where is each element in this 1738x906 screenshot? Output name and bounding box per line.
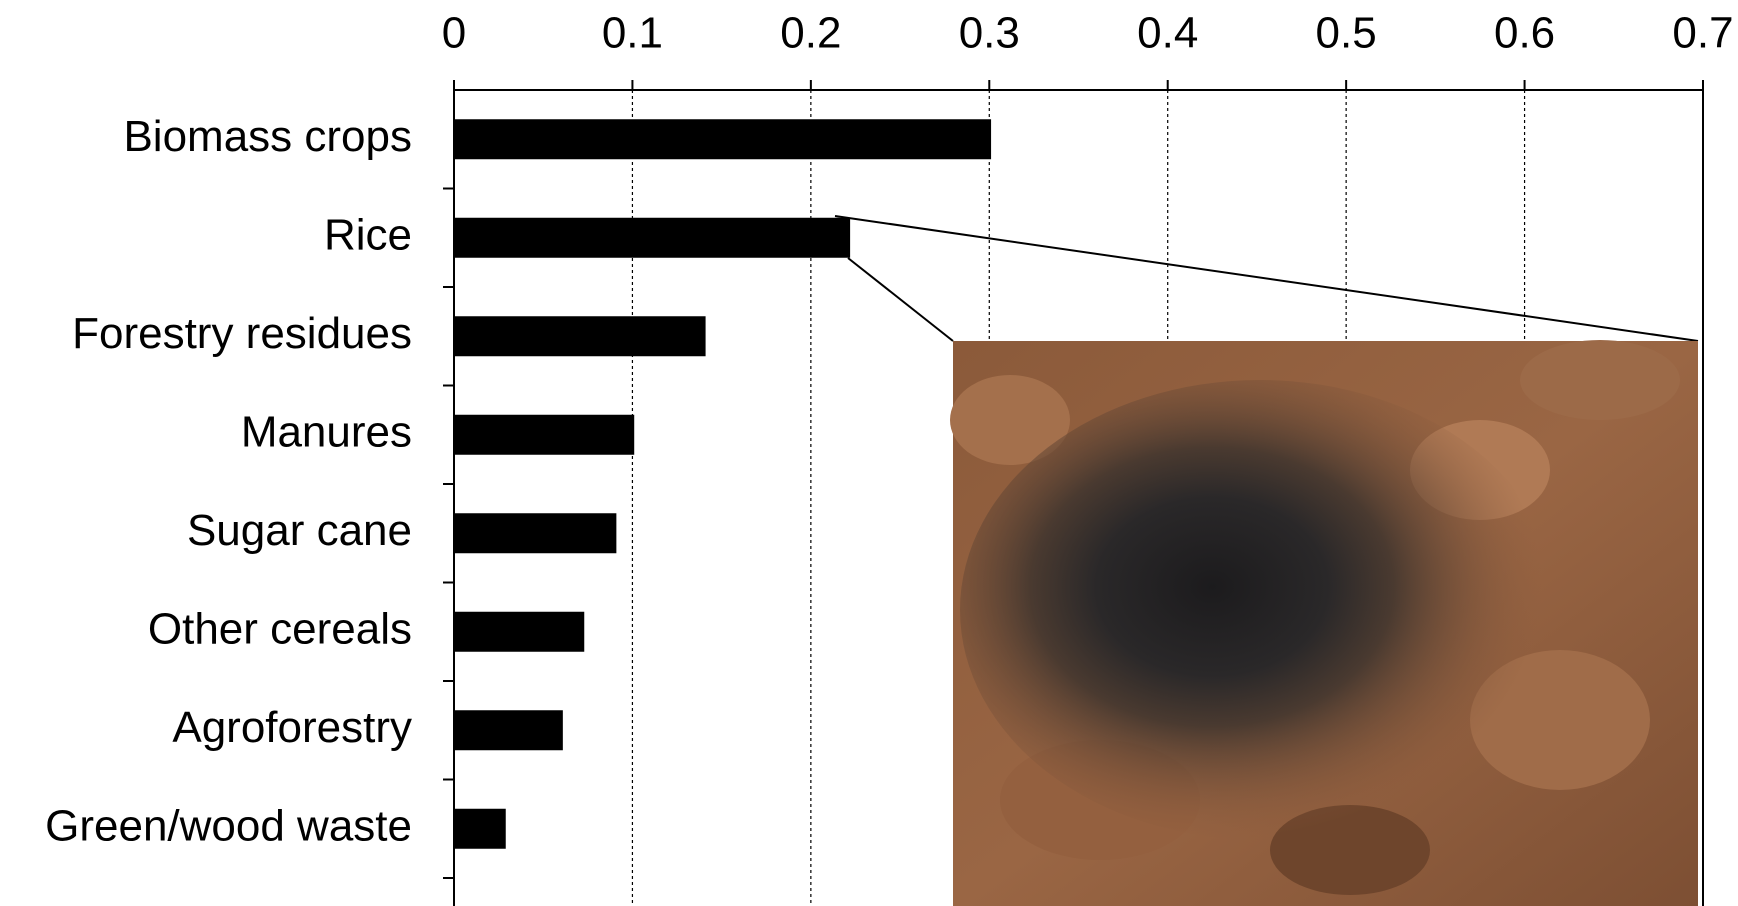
- inset-photo: [835, 216, 1698, 906]
- chart: 0 0.1 0.2 0.3 0.4 0.5 0.6 0.7 Biomass crops Rice F…: [0, 0, 1738, 906]
- y-tick-label: Biomass crops: [123, 112, 412, 161]
- y-tick-label: Agroforestry: [172, 703, 412, 752]
- y-tick-label: Forestry residues: [72, 309, 412, 358]
- x-tick-label: 0.1: [602, 9, 663, 58]
- bar: [454, 218, 850, 258]
- x-tick-label: 0.3: [959, 9, 1020, 58]
- x-tick-label: 0: [442, 9, 466, 58]
- bar: [454, 513, 616, 553]
- x-tick-label: 0.6: [1494, 9, 1555, 58]
- bar: [454, 809, 506, 849]
- x-tick-label: 0.7: [1672, 9, 1733, 58]
- y-tick-label: Manures: [241, 407, 412, 456]
- bar: [454, 710, 563, 750]
- y-tick-label: Rice: [324, 210, 412, 259]
- y-tick-label: Sugar cane: [187, 506, 412, 555]
- y-tick-label: Green/wood waste: [45, 801, 412, 850]
- bar: [454, 415, 634, 455]
- bar: [454, 119, 991, 159]
- bar: [454, 316, 706, 356]
- x-tick-label: 0.5: [1316, 9, 1377, 58]
- y-tick-label: Other cereals: [148, 604, 412, 653]
- bar: [454, 612, 584, 652]
- x-tick-label: 0.4: [1137, 9, 1198, 58]
- x-tick-label: 0.2: [780, 9, 841, 58]
